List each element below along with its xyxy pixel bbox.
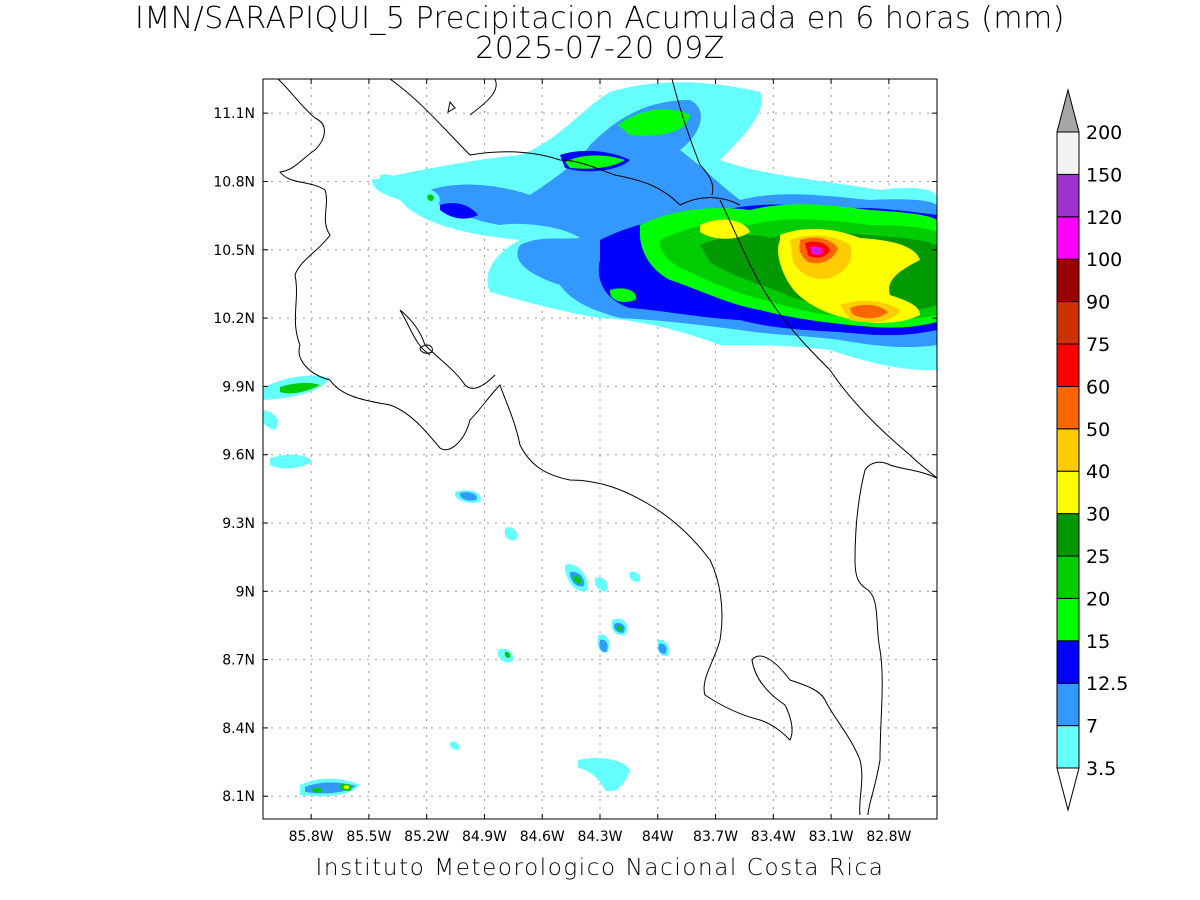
legend-color-box [1056,173,1080,218]
lon-tick-label: 84.9W [462,829,507,845]
legend-level-label: 150 [1086,164,1122,186]
footer-credit: Instituto Meteorologico Nacional Costa R… [315,855,885,881]
legend-color-box [1056,682,1080,727]
legend-color-box [1056,725,1080,769]
lon-tick-label: 84W [642,829,674,845]
coastline [277,79,937,816]
legend-color-box [1056,555,1080,599]
longitude-axis: 85.8W 85.5W 85.2W 84.9W 84.6W 84.3W 84W 83.7W 83… [289,79,912,845]
latitude-axis: 11.1N 10.8N 10.5N 10.2N 9.9N 9.6N 9.3N 9N 8.7N 8.… [213,106,937,805]
legend-level-label: 12.5 [1086,673,1128,695]
legend-level-label: 100 [1086,249,1122,271]
lon-tick-label: 83.4W [751,829,796,845]
lat-tick-label: 10.8N [213,174,255,190]
legend-color-box [1056,131,1080,175]
legend-max-arrow [1056,88,1080,133]
legend-level-label: 75 [1086,334,1110,356]
map-title: IMN/SARAPIQUI_5 Precipitacion Acumulada … [135,1,1065,36]
country-border [671,79,937,479]
lon-tick-label: 85.8W [289,829,334,845]
lon-tick-label: 82.8W [866,829,911,845]
legend-level-label: 120 [1086,207,1122,229]
legend-color-box [1056,597,1080,642]
lat-tick-label: 10.2N [213,311,255,327]
lat-tick-label: 8.1N [222,789,255,805]
legend-level-label: 60 [1086,376,1110,398]
lat-tick-label: 11.1N [213,106,255,122]
precipitation-field [263,82,937,797]
legend-level-label: 25 [1086,546,1110,568]
lon-tick-label: 83.1W [809,829,854,845]
legend-level-label: 20 [1086,588,1110,610]
legend-min-arrow [1056,767,1080,812]
legend-level-label: 50 [1086,419,1110,441]
legend-level-label: 200 [1086,122,1122,144]
legend-color-box [1056,301,1080,345]
legend-level-label: 30 [1086,504,1110,526]
legend-color-box [1056,513,1080,557]
lon-tick-label: 84.3W [577,829,622,845]
legend-color-box [1056,216,1080,260]
lat-tick-label: 8.7N [222,653,255,669]
lon-tick-label: 84.6W [520,829,565,845]
legend-color-box [1056,640,1080,684]
lat-tick-label: 9.6N [222,448,255,464]
legend-level-label: 15 [1086,631,1110,653]
lat-tick-label: 9.3N [222,516,255,532]
legend-color-box [1056,385,1080,430]
legend-level-label: 40 [1086,461,1110,483]
legend-color-box [1056,470,1080,515]
map-subtitle: 2025-07-20 09Z [475,31,725,66]
lon-tick-label: 85.2W [404,829,449,845]
lat-tick-label: 10.5N [213,243,255,259]
lon-tick-label: 83.7W [693,829,738,845]
legend-level-label: 90 [1086,292,1110,314]
lat-tick-label: 9N [236,584,255,600]
precipitation-legend: 3.5 7 12.5 15 20 25 30 40 50 60 75 90 100 120 150 200 [1056,88,1128,812]
legend-level-label: 7 [1086,716,1098,738]
legend-color-box [1056,343,1080,387]
lon-tick-label: 85.5W [346,829,391,845]
legend-color-box [1056,258,1080,303]
legend-color-box [1056,428,1080,472]
lat-tick-label: 9.9N [222,379,255,395]
legend-level-label: 3.5 [1086,758,1116,780]
lat-tick-label: 8.4N [222,721,255,737]
